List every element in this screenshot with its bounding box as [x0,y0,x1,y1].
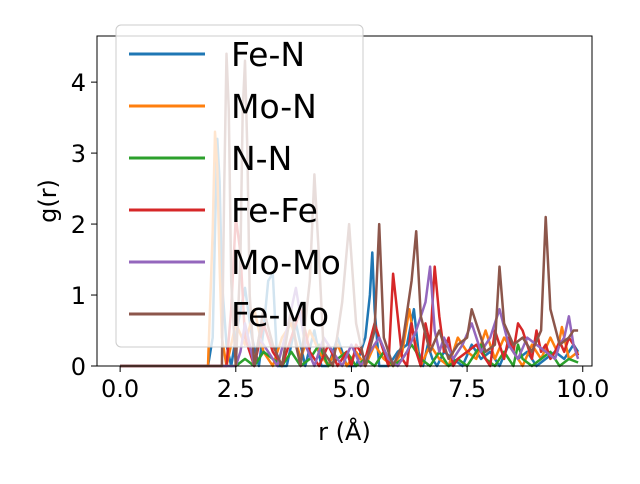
y-axis: 0 1 2 3 4 [71,69,97,381]
y-axis-label: g(r) [34,179,62,223]
legend-label: Fe-Mo [231,295,329,334]
x-tick-label: 2.5 [217,375,255,403]
legend-label: Mo-Mo [231,243,341,282]
y-tick-label: 0 [71,353,86,381]
x-tick-label: 7.5 [448,375,486,403]
x-tick-label: 10.0 [556,375,609,403]
y-tick-label: 3 [71,140,86,168]
legend-label: Fe-N [231,35,305,74]
y-tick-label: 2 [71,211,86,239]
legend-label: Mo-N [231,87,317,126]
x-axis: 0.0 2.5 5.0 7.5 10.0 [101,366,609,403]
legend-label: N-N [231,139,292,178]
legend: Fe-N Mo-N N-N Fe-Fe Mo-Mo Fe-Mo [115,24,364,348]
series-line-n-n [120,343,579,368]
x-axis-label: r (Å) [318,417,371,446]
y-tick-label: 4 [71,69,86,97]
series-line-mo-mo [120,265,580,368]
x-tick-label: 0.0 [101,375,139,403]
legend-label: Fe-Fe [231,191,318,230]
x-tick-label: 5.0 [332,375,370,403]
y-tick-label: 1 [71,282,86,310]
